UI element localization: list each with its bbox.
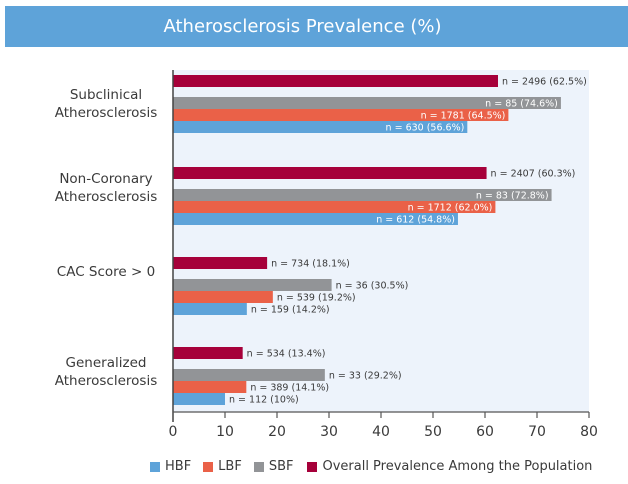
bar-label-hbf: n = 612 (54.8%) bbox=[376, 215, 455, 226]
bar-label-hbf: n = 159 (14.2%) bbox=[251, 305, 330, 316]
legend-swatch-lbf bbox=[203, 461, 214, 472]
bar-lbf bbox=[173, 381, 247, 393]
chart-title: Atherosclerosis Prevalence (%) bbox=[163, 16, 442, 37]
category-label: CAC Score > 0 bbox=[57, 264, 155, 280]
bar-label-overall: n = 2496 (62.5%) bbox=[502, 77, 587, 88]
category-label: Atherosclerosis bbox=[55, 189, 158, 205]
bar-lbf bbox=[173, 291, 273, 303]
legend-swatch-sbf bbox=[253, 461, 264, 472]
legend-swatch-hbf bbox=[150, 461, 160, 472]
legend-label-sbf: SBF bbox=[268, 459, 294, 474]
bar-overall bbox=[173, 257, 268, 269]
legend-label-lbf: LBF bbox=[218, 459, 242, 474]
bar-label-hbf: n = 112 (10%) bbox=[229, 395, 299, 406]
bar-overall bbox=[173, 167, 487, 179]
category-label: Subclinical bbox=[70, 87, 142, 103]
bar-lbf bbox=[173, 201, 496, 213]
chart-title-bar: Atherosclerosis Prevalence (%) bbox=[5, 6, 628, 47]
legend: HBF LBF SBF Overall Prevalence Among the… bbox=[150, 459, 604, 474]
legend-item-overall: Overall Prevalence Among the Population bbox=[307, 459, 592, 474]
bar-label-lbf: n = 1712 (62.0%) bbox=[408, 203, 493, 214]
legend-swatch-overall bbox=[307, 461, 318, 472]
x-tick-label: 30 bbox=[320, 424, 338, 440]
legend-item-hbf: HBF bbox=[150, 459, 191, 474]
x-tick-label: 60 bbox=[476, 424, 494, 440]
x-tick-label: 0 bbox=[169, 424, 178, 440]
bar-label-lbf: n = 1781 (64.5%) bbox=[421, 111, 506, 122]
bar-label-sbf: n = 36 (30.5%) bbox=[336, 281, 409, 292]
bar-label-hbf: n = 630 (56.6%) bbox=[386, 123, 465, 134]
bar-hbf bbox=[173, 213, 458, 225]
bar-sbf bbox=[173, 369, 325, 381]
x-tick-label: 20 bbox=[268, 424, 286, 440]
bar-sbf bbox=[173, 189, 552, 201]
bar-label-lbf: n = 389 (14.1%) bbox=[250, 383, 329, 394]
legend-label-overall: Overall Prevalence Among the Population bbox=[322, 459, 593, 474]
bar-sbf bbox=[173, 279, 332, 291]
bar-hbf bbox=[173, 303, 247, 315]
bar-hbf bbox=[173, 121, 468, 133]
x-tick-label: 40 bbox=[372, 424, 390, 440]
legend-item-sbf: SBF bbox=[253, 459, 294, 474]
bar-label-overall: n = 534 (13.4%) bbox=[247, 349, 326, 360]
bar-label-sbf: n = 85 (74.6%) bbox=[485, 99, 558, 110]
bar-label-lbf: n = 539 (19.2%) bbox=[277, 293, 356, 304]
x-tick-label: 70 bbox=[528, 424, 546, 440]
bar-overall bbox=[173, 347, 243, 359]
bar-label-overall: n = 2407 (60.3%) bbox=[491, 169, 576, 180]
bar-label-sbf: n = 33 (29.2%) bbox=[329, 371, 402, 382]
legend-label-hbf: HBF bbox=[165, 459, 192, 474]
category-label: Atherosclerosis bbox=[55, 105, 158, 121]
bar-label-overall: n = 734 (18.1%) bbox=[271, 259, 350, 270]
bar-hbf bbox=[173, 393, 225, 405]
legend-item-lbf: LBF bbox=[203, 459, 242, 474]
x-tick-label: 50 bbox=[424, 424, 442, 440]
category-label: Non-Coronary bbox=[59, 171, 152, 187]
bar-label-sbf: n = 83 (72.8%) bbox=[476, 191, 549, 202]
category-label: Generalized bbox=[66, 355, 147, 371]
x-tick-label: 10 bbox=[216, 424, 234, 440]
bar-sbf bbox=[173, 97, 561, 109]
x-tick-label: 80 bbox=[580, 424, 598, 440]
bar-lbf bbox=[173, 109, 509, 121]
category-label: Atherosclerosis bbox=[55, 373, 158, 389]
bar-overall bbox=[173, 75, 498, 87]
